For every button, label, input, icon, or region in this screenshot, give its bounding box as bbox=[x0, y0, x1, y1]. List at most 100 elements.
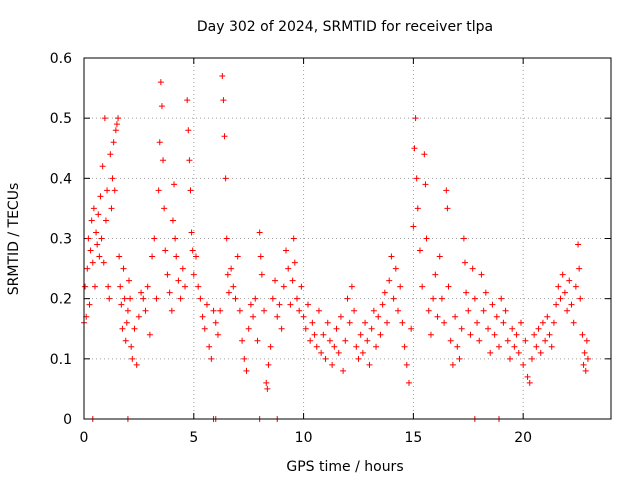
data-point-marker bbox=[436, 253, 443, 260]
data-point-marker bbox=[315, 307, 322, 314]
data-point-marker bbox=[175, 277, 182, 284]
data-point-marker bbox=[256, 229, 263, 236]
data-point-marker bbox=[583, 337, 590, 344]
data-point-marker bbox=[438, 295, 445, 302]
data-point-marker bbox=[138, 289, 145, 296]
data-point-marker bbox=[158, 103, 165, 110]
data-point-marker bbox=[222, 175, 229, 182]
data-point-marker bbox=[542, 337, 549, 344]
data-point-marker bbox=[254, 337, 261, 344]
data-point-marker bbox=[544, 313, 551, 320]
data-point-marker bbox=[576, 265, 583, 272]
x-tick-label: 20 bbox=[514, 430, 532, 446]
data-point-marker bbox=[463, 289, 470, 296]
data-point-marker bbox=[199, 313, 206, 320]
data-point-marker bbox=[412, 115, 419, 122]
data-point-marker bbox=[93, 229, 100, 236]
data-point-marker bbox=[449, 361, 456, 368]
data-point-marker bbox=[377, 331, 384, 338]
data-point-marker bbox=[110, 139, 117, 146]
data-point-marker bbox=[570, 319, 577, 326]
data-point-marker bbox=[84, 265, 91, 272]
data-point-marker bbox=[88, 217, 95, 224]
data-point-marker bbox=[86, 301, 93, 308]
data-point-marker bbox=[559, 271, 566, 278]
data-point-marker bbox=[239, 337, 246, 344]
data-point-marker bbox=[153, 295, 160, 302]
data-point-marker bbox=[162, 247, 169, 254]
data-point-marker bbox=[99, 163, 106, 170]
data-point-marker bbox=[119, 325, 126, 332]
data-point-marker bbox=[384, 319, 391, 326]
data-point-marker bbox=[290, 235, 297, 242]
data-point-marker bbox=[126, 277, 133, 284]
data-point-marker bbox=[373, 343, 380, 350]
data-point-marker bbox=[287, 301, 294, 308]
data-point-marker bbox=[245, 325, 252, 332]
data-point-marker bbox=[285, 265, 292, 272]
data-point-marker bbox=[166, 289, 173, 296]
data-point-marker bbox=[120, 265, 127, 272]
data-point-marker bbox=[526, 379, 533, 386]
data-point-marker bbox=[580, 361, 587, 368]
data-point-marker bbox=[346, 319, 353, 326]
data-point-marker bbox=[351, 307, 358, 314]
data-point-marker bbox=[550, 319, 557, 326]
data-point-marker bbox=[219, 73, 226, 80]
data-point-marker bbox=[397, 283, 404, 290]
data-point-marker bbox=[192, 253, 199, 260]
data-point-marker bbox=[91, 283, 98, 290]
data-point-marker bbox=[564, 307, 571, 314]
data-point-marker bbox=[109, 175, 116, 182]
data-point-marker bbox=[90, 205, 97, 212]
data-point-marker bbox=[482, 289, 489, 296]
data-point-marker bbox=[197, 295, 204, 302]
y-tick-label: 0 bbox=[63, 412, 72, 428]
data-point-marker bbox=[85, 235, 92, 242]
data-point-marker bbox=[425, 307, 432, 314]
data-point-marker bbox=[368, 325, 375, 332]
data-point-marker bbox=[504, 337, 511, 344]
data-point-marker bbox=[331, 343, 338, 350]
data-point-marker bbox=[460, 235, 467, 242]
data-point-marker bbox=[212, 319, 219, 326]
tick-layer: 0 5 10 15 20 0 0.1 0.2 0.3 0.4 0.5 0.6 bbox=[50, 51, 611, 446]
data-point-marker bbox=[82, 283, 89, 290]
data-point-marker bbox=[480, 307, 487, 314]
data-point-marker bbox=[236, 307, 243, 314]
data-point-marker bbox=[413, 175, 420, 182]
data-point-marker bbox=[340, 367, 347, 374]
data-point-marker bbox=[182, 283, 189, 290]
data-point-marker bbox=[179, 265, 186, 272]
data-point-marker bbox=[127, 295, 134, 302]
data-point-marker bbox=[161, 205, 168, 212]
data-point-marker bbox=[502, 307, 509, 314]
data-point-marker bbox=[208, 355, 215, 362]
y-axis-label: SRMTID / TECUs bbox=[6, 183, 22, 296]
data-point-marker bbox=[535, 325, 542, 332]
data-points bbox=[81, 73, 591, 422]
data-point-marker bbox=[122, 337, 129, 344]
data-point-marker bbox=[572, 283, 579, 290]
data-point-marker bbox=[364, 337, 371, 344]
data-point-marker bbox=[140, 295, 147, 302]
data-point-marker bbox=[575, 241, 582, 248]
data-point-marker bbox=[489, 301, 496, 308]
data-point-marker bbox=[531, 331, 538, 338]
data-point-marker bbox=[201, 325, 208, 332]
data-point-marker bbox=[362, 319, 369, 326]
data-point-marker bbox=[419, 283, 426, 290]
data-point-marker bbox=[252, 295, 259, 302]
data-point-marker bbox=[300, 313, 307, 320]
data-point-marker bbox=[187, 187, 194, 194]
data-point-marker bbox=[267, 343, 274, 350]
data-point-marker bbox=[568, 301, 575, 308]
data-point-marker bbox=[264, 385, 271, 392]
data-point-marker bbox=[220, 97, 227, 104]
data-point-marker bbox=[500, 319, 507, 326]
data-point-marker bbox=[582, 367, 589, 374]
data-point-marker bbox=[379, 301, 386, 308]
data-point-marker bbox=[160, 157, 167, 164]
data-point-marker bbox=[401, 343, 408, 350]
